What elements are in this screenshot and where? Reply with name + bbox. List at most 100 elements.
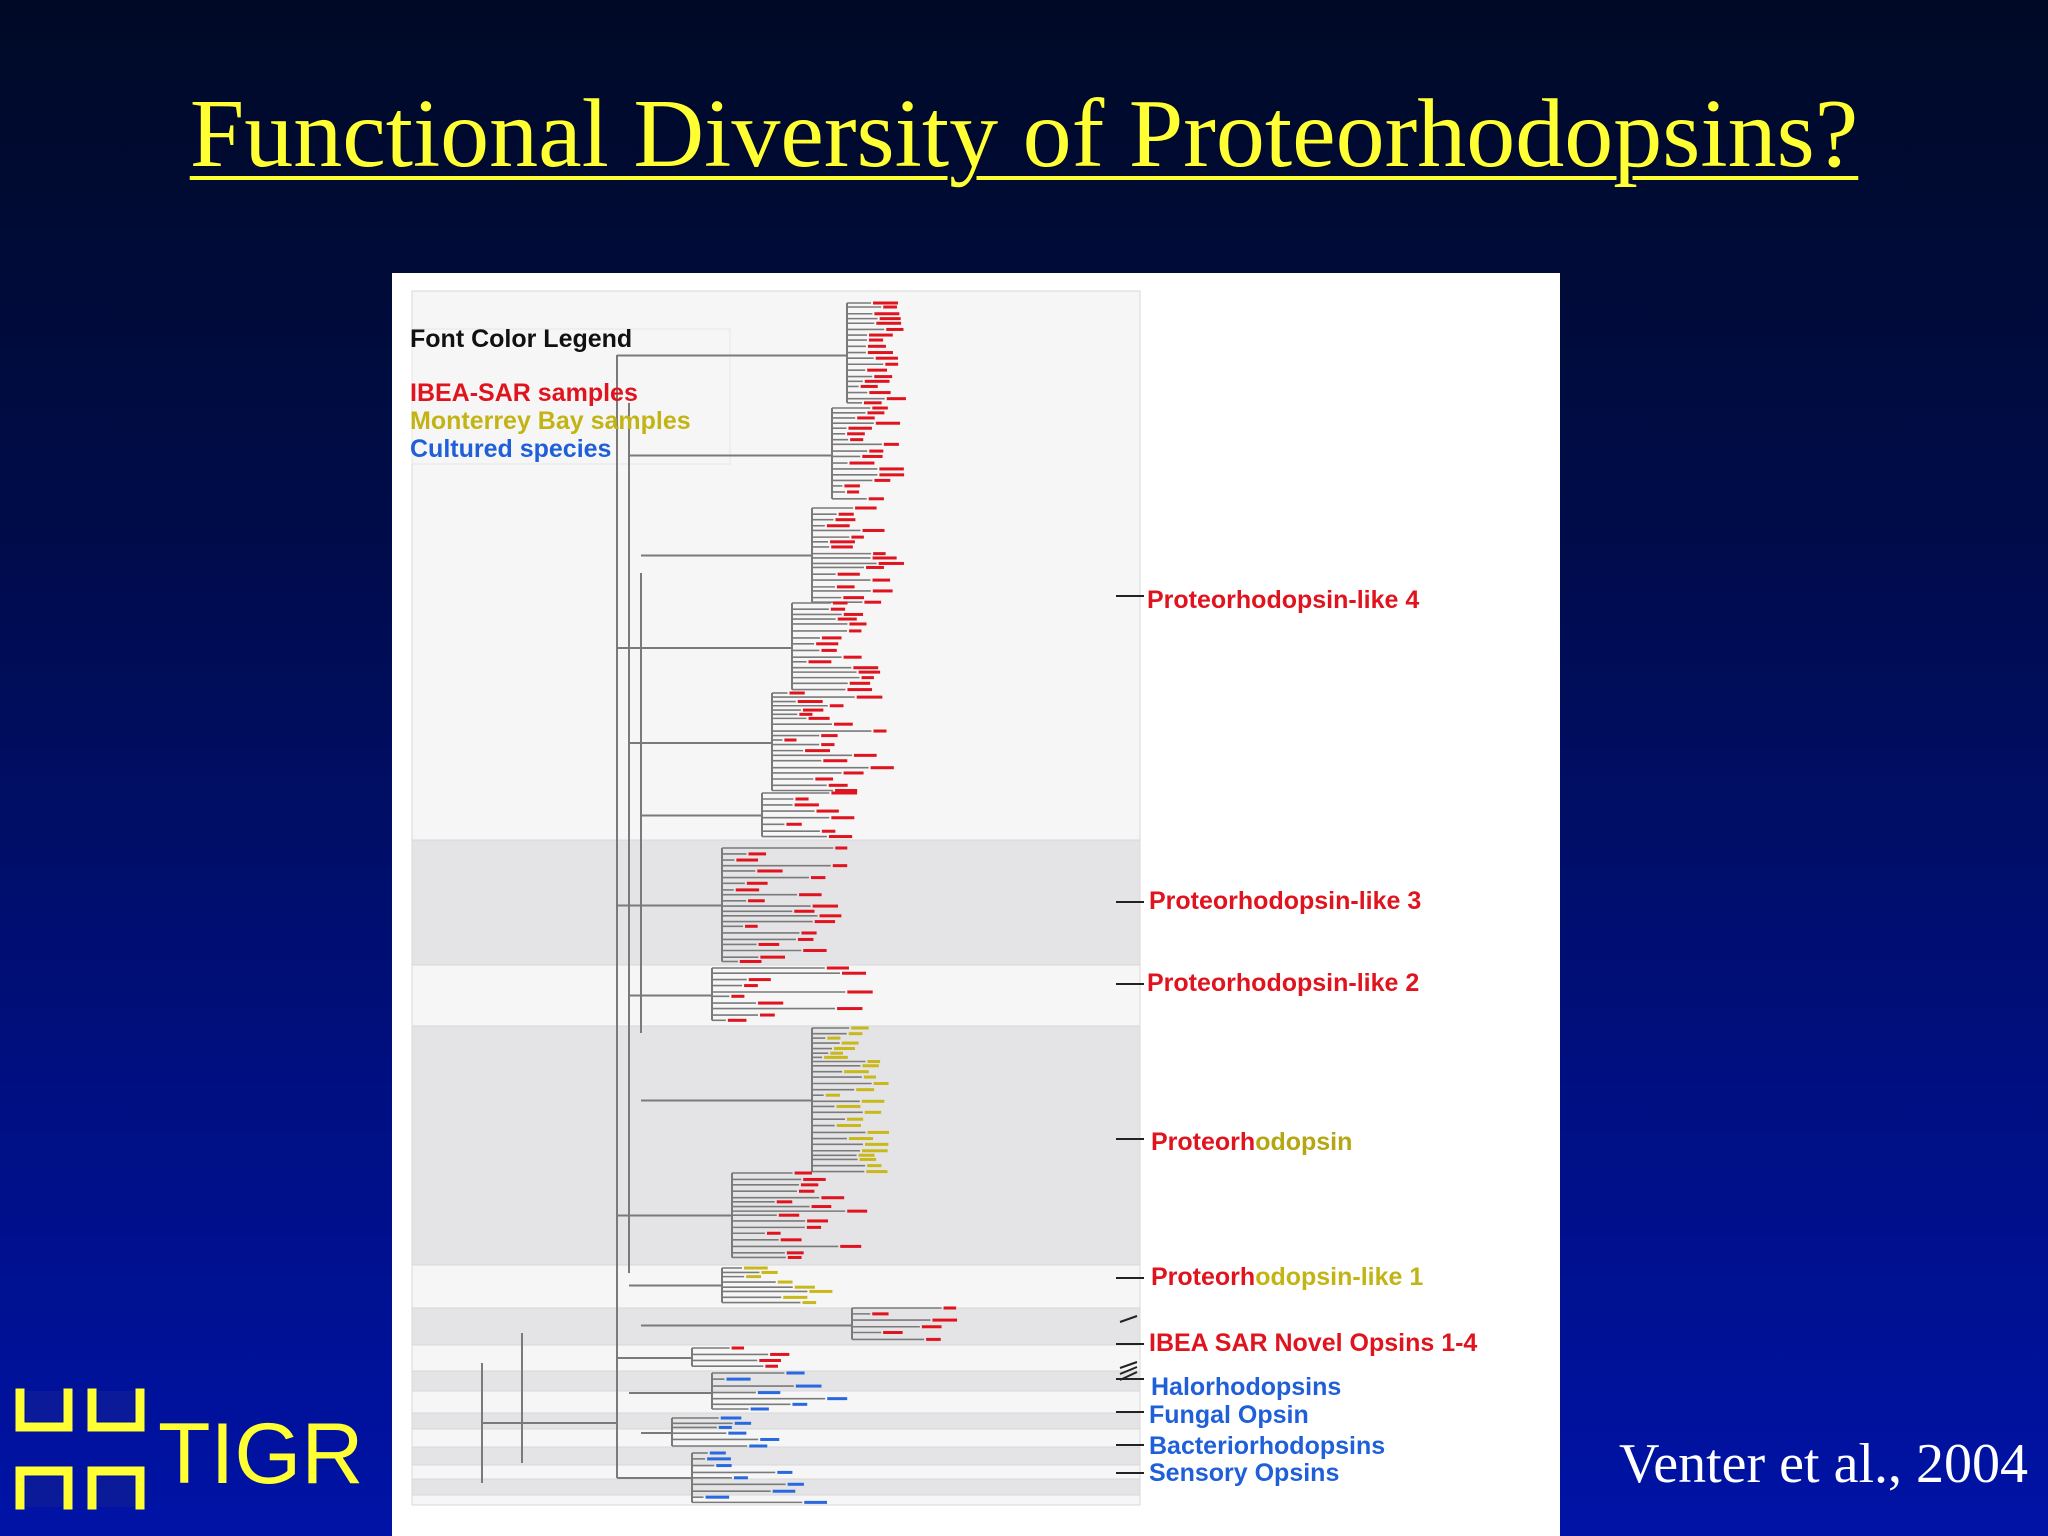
tip-label-mark (816, 642, 839, 646)
tip-label-mark (826, 966, 849, 970)
tip-label-mark (921, 1325, 942, 1329)
tip-label-mark (800, 1183, 819, 1187)
tip-label-mark (830, 1051, 844, 1055)
tip-label-mark (843, 612, 864, 616)
tip-label-mark (789, 691, 805, 695)
tip-label-mark (858, 1153, 875, 1157)
tip-label-mark (716, 1464, 732, 1468)
tip-label-mark (844, 484, 860, 488)
tip-label-mark (794, 1171, 812, 1175)
tip-label-mark (757, 869, 783, 873)
tip-label-mark (874, 375, 893, 379)
tip-label-mark (926, 1337, 941, 1341)
tip-label-mark (821, 734, 838, 738)
tip-label-mark (748, 852, 767, 856)
tip-label-mark (739, 959, 762, 963)
tigr-logo-text: TIGR (158, 1406, 364, 1502)
tip-label-mark (786, 1251, 804, 1255)
legend-item-monterrey-bay: Monterrey Bay samples (410, 407, 691, 435)
tip-label-mark (804, 1500, 827, 1504)
tip-label-mark (709, 1451, 726, 1455)
tip-label-mark (760, 955, 786, 959)
tip-label-mark (843, 596, 865, 600)
tip-label-mark (748, 899, 765, 903)
tip-label-mark (726, 1377, 751, 1381)
tip-label-mark (794, 1285, 815, 1289)
tip-label-mark (867, 411, 885, 415)
clade-band (411, 1025, 1141, 1266)
tip-label-mark (705, 1495, 730, 1499)
tip-label-mark (803, 1177, 826, 1181)
tip-label-mark (864, 1142, 889, 1146)
tip-label-mark (777, 1470, 793, 1474)
tip-label-mark (795, 797, 809, 801)
tip-label-mark (805, 749, 831, 753)
tip-label-mark (787, 1482, 804, 1486)
tip-label-mark (735, 888, 760, 892)
tip-label-mark (829, 704, 844, 708)
tip-label-mark (801, 931, 817, 935)
tip-label-mark (812, 904, 839, 908)
tip-label-mark (835, 846, 848, 850)
tip-label-mark (733, 1476, 748, 1480)
tip-label-mark (821, 1196, 845, 1200)
tip-label-mark (718, 1425, 732, 1429)
tip-label-mark (707, 1457, 731, 1461)
tip-label-mark (943, 1306, 957, 1310)
tip-label-mark (869, 391, 891, 395)
tip-label-mark (875, 356, 898, 360)
tip-label-mark (862, 528, 885, 532)
clade-label-text: Proteorhodopsin-like 3 (1149, 887, 1422, 915)
tip-label-mark (830, 540, 855, 544)
tip-label-mark (835, 789, 858, 793)
tip-label-mark (856, 1088, 875, 1092)
clade-label-text: Halorhodopsins (1151, 1373, 1342, 1401)
tip-label-mark (867, 351, 893, 355)
tip-label-mark (824, 1055, 848, 1059)
clade-leader-line (1119, 1315, 1138, 1323)
clade-label-text: Bacteriorhodopsins (1149, 1432, 1386, 1460)
clade-label-proteorhodopsin-like-4: Proteorhodopsin-like 4 (1147, 586, 1419, 615)
tip-label-mark (879, 473, 905, 477)
tip-label-mark (872, 1312, 889, 1316)
tip-label-mark (847, 490, 860, 494)
tip-label-mark (810, 876, 826, 880)
tip-label-mark (838, 512, 854, 516)
tip-label-mark (874, 478, 891, 482)
tip-label-mark (731, 994, 745, 998)
tip-label-mark (932, 1318, 958, 1322)
tip-label-mark (864, 1110, 882, 1114)
tip-label-mark (840, 1244, 862, 1248)
tip-label-mark (819, 914, 842, 918)
tip-label-mark (853, 666, 879, 670)
tip-label-mark (869, 449, 884, 453)
tip-label-mark (836, 1124, 862, 1128)
tip-label-mark (867, 344, 886, 348)
phylogenetic-tree-figure: Font Color Legend IBEA-SAR samples Monte… (392, 273, 1560, 1536)
tip-label-mark (758, 1001, 784, 1005)
clade-label-text: Proteorhodopsin-like 4 (1147, 586, 1420, 614)
tigr-logo-icon (15, 1388, 145, 1510)
tip-label-mark (874, 312, 900, 316)
tip-label-mark (821, 648, 837, 652)
clade-label-text-part1: Proteorh (1151, 1263, 1256, 1291)
tip-label-mark (827, 1036, 841, 1040)
tip-label-mark (879, 317, 901, 321)
clade-label-proteorhodopsin-like-1: Proteorhodopsin-like 1 (1151, 1263, 1423, 1292)
clade-label-text: Sensory Opsins (1149, 1459, 1340, 1487)
tip-label-mark (808, 716, 830, 720)
clade-band (411, 1464, 1141, 1480)
tip-label-mark (827, 1397, 848, 1401)
tip-label-mark (797, 700, 823, 704)
tip-label-mark (837, 572, 860, 576)
tip-label-mark (745, 924, 758, 928)
tip-label-mark (837, 1007, 863, 1011)
tip-label-mark (868, 338, 884, 342)
tip-label-mark (867, 1059, 881, 1063)
tip-label-mark (802, 1301, 817, 1305)
tip-label-mark (834, 722, 853, 726)
tip-label-mark (759, 1358, 781, 1362)
tip-label-mark (807, 1219, 828, 1223)
tip-label-mark (872, 578, 891, 582)
tip-label-mark (784, 738, 797, 742)
